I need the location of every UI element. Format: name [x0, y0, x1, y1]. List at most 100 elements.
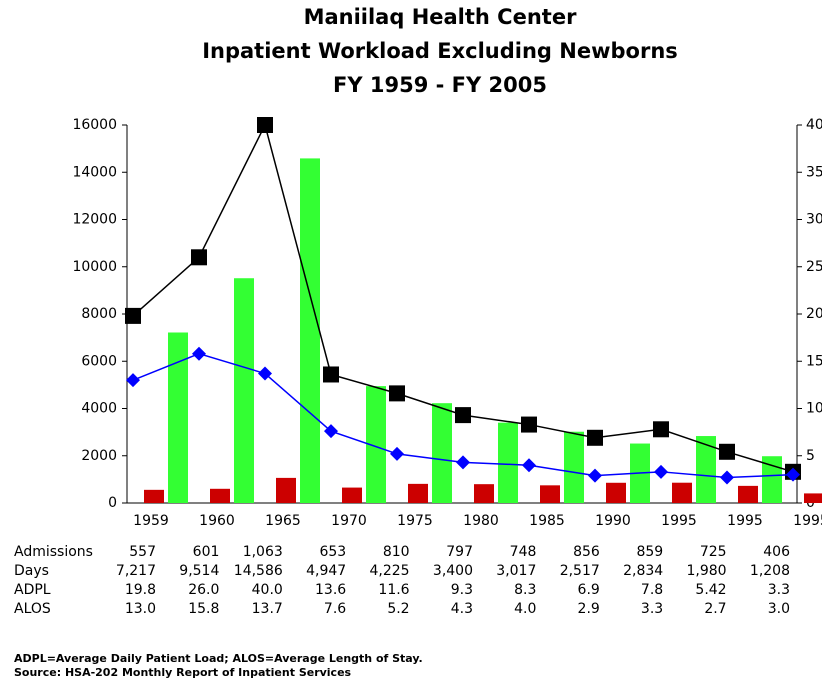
y2-tick-label: 35: [806, 164, 822, 180]
marker: [125, 307, 141, 324]
bar: [234, 278, 254, 503]
table-cell: 748: [510, 544, 537, 560]
x-tick-label: 1970: [331, 513, 367, 529]
y-tick-label: 16000: [72, 117, 117, 133]
table-cell: 3.0: [768, 601, 790, 617]
marker: [191, 249, 207, 266]
table-cell: 2,517: [560, 563, 600, 579]
bar: [300, 158, 320, 503]
y-tick-label: 14000: [72, 164, 117, 180]
chart-title: Maniilaq Health Center: [304, 5, 578, 29]
bar: [408, 483, 428, 503]
table-cell: 13.7: [252, 601, 283, 617]
bar: [432, 403, 452, 503]
table-cell: 9.3: [451, 582, 473, 598]
bar: [696, 436, 716, 503]
table-cell: 810: [383, 544, 410, 560]
table-cell: 19.8: [125, 582, 156, 598]
table-cell: 6.9: [578, 582, 600, 598]
y2-tick-label: 5: [806, 448, 815, 464]
marker: [786, 467, 800, 482]
x-tick-label: 1965: [265, 513, 301, 529]
x-tick-label: 1959: [133, 513, 169, 529]
y-tick-label: 6000: [81, 353, 117, 369]
table-cell: 3.3: [768, 582, 790, 598]
table-cell: 725: [700, 544, 727, 560]
marker: [390, 446, 404, 461]
marker: [257, 117, 273, 133]
table-cell: 11.6: [378, 582, 409, 598]
x-tick-label: 1960: [199, 513, 235, 529]
table-cell: 9,514: [179, 563, 219, 579]
bar: [498, 422, 518, 503]
marker: [455, 407, 471, 424]
bar: [762, 456, 782, 503]
marker: [720, 470, 734, 485]
table-cell: 1,980: [687, 563, 727, 579]
table-cell: 13.0: [125, 601, 156, 617]
bar: [738, 485, 758, 503]
y2-tick-label: 20: [806, 306, 822, 322]
footnote: Source: HSA-202 Monthly Report of Inpati…: [14, 666, 352, 679]
table-cell: 7.6: [324, 601, 346, 617]
y2-tick-label: 30: [806, 212, 822, 228]
table-cell: 3.3: [641, 601, 663, 617]
table-cell: 653: [319, 544, 346, 560]
table-cell: 4,225: [370, 563, 410, 579]
bar: [342, 487, 362, 503]
bar: [366, 386, 386, 503]
chart-title: FY 1959 - FY 2005: [333, 73, 547, 97]
bar: [672, 482, 692, 503]
marker: [588, 468, 602, 483]
bar: [474, 484, 494, 503]
table-cell: 1,208: [750, 563, 790, 579]
table-cell: 406: [763, 544, 790, 560]
table-cell: 40.0: [252, 582, 283, 598]
x-tick-label: 1975: [397, 513, 433, 529]
y-tick-label: 0: [108, 495, 117, 511]
y-tick-label: 8000: [81, 306, 117, 322]
table-cell: 557: [129, 544, 156, 560]
table-cell: 797: [446, 544, 473, 560]
table-cell: 5.42: [695, 582, 726, 598]
table-cell: 859: [636, 544, 663, 560]
table-cell: 3,017: [496, 563, 536, 579]
table-row-label: ALOS: [14, 601, 51, 617]
x-tick-label: 1995: [727, 513, 763, 529]
table-cell: 2.7: [704, 601, 726, 617]
table-cell: 26.0: [188, 582, 219, 598]
table-cell: 7,217: [116, 563, 156, 579]
table-cell: 15.8: [188, 601, 219, 617]
table-cell: 4.0: [514, 601, 536, 617]
x-tick-label: 1990: [595, 513, 631, 529]
bar: [276, 477, 296, 503]
bar: [606, 482, 626, 503]
table-cell: 8.3: [514, 582, 536, 598]
table-cell: 601: [193, 544, 220, 560]
marker: [389, 385, 405, 402]
marker: [654, 464, 668, 479]
footnote: ADPL=Average Daily Patient Load; ALOS=Av…: [14, 652, 423, 665]
bar: [540, 485, 560, 503]
table-cell: 13.6: [315, 582, 346, 598]
y-tick-label: 10000: [72, 259, 117, 275]
table-cell: 4.3: [451, 601, 473, 617]
marker: [522, 458, 536, 473]
table-cell: 4,947: [306, 563, 346, 579]
table-cell: 856: [573, 544, 600, 560]
bar: [144, 489, 164, 503]
marker: [587, 429, 603, 446]
y2-tick-label: 40: [806, 117, 822, 133]
table-cell: 2.9: [578, 601, 600, 617]
marker: [653, 421, 669, 438]
y-tick-label: 4000: [81, 401, 117, 417]
marker: [324, 424, 338, 439]
table-cell: 7.8: [641, 582, 663, 598]
x-tick-label: 1980: [463, 513, 499, 529]
bar: [564, 431, 584, 503]
table-row-label: Admissions: [14, 544, 93, 560]
marker: [192, 346, 206, 361]
marker: [719, 443, 735, 460]
table-cell: 14,586: [234, 563, 283, 579]
